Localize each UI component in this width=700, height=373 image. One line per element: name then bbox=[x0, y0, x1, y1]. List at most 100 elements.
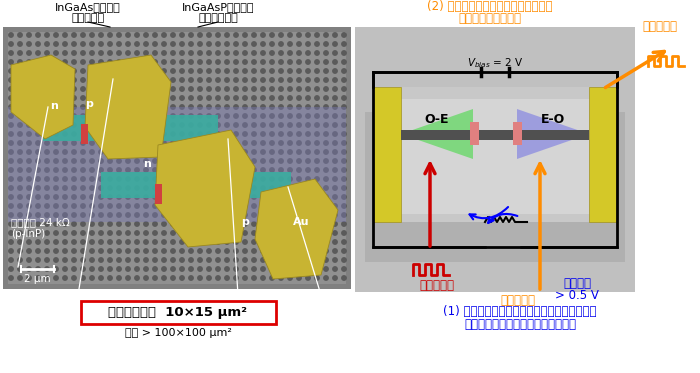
Circle shape bbox=[63, 276, 67, 280]
Bar bbox=[401, 130, 589, 140]
Circle shape bbox=[243, 105, 247, 109]
Circle shape bbox=[189, 42, 193, 46]
Circle shape bbox=[144, 159, 148, 163]
Circle shape bbox=[189, 105, 193, 109]
Circle shape bbox=[180, 213, 184, 217]
Circle shape bbox=[135, 159, 139, 163]
Circle shape bbox=[144, 42, 148, 46]
Circle shape bbox=[180, 132, 184, 136]
Circle shape bbox=[306, 258, 310, 262]
Circle shape bbox=[153, 159, 158, 163]
Circle shape bbox=[126, 195, 130, 199]
Circle shape bbox=[135, 258, 139, 262]
Bar bbox=[589, 87, 617, 222]
Circle shape bbox=[27, 168, 31, 172]
Circle shape bbox=[72, 267, 76, 271]
Circle shape bbox=[153, 249, 158, 253]
Circle shape bbox=[261, 186, 265, 190]
Circle shape bbox=[171, 168, 175, 172]
Circle shape bbox=[243, 240, 247, 244]
Circle shape bbox=[144, 69, 148, 73]
Circle shape bbox=[63, 51, 67, 55]
Circle shape bbox=[45, 96, 49, 100]
Circle shape bbox=[342, 177, 346, 181]
Circle shape bbox=[261, 60, 265, 64]
Circle shape bbox=[108, 222, 112, 226]
Circle shape bbox=[270, 105, 274, 109]
Circle shape bbox=[270, 69, 274, 73]
Circle shape bbox=[324, 60, 328, 64]
Circle shape bbox=[153, 186, 158, 190]
Circle shape bbox=[297, 150, 301, 154]
Circle shape bbox=[270, 231, 274, 235]
Circle shape bbox=[36, 42, 40, 46]
Circle shape bbox=[297, 168, 301, 172]
Circle shape bbox=[306, 204, 310, 208]
Text: InGaAsP埋め込み: InGaAsP埋め込み bbox=[182, 2, 254, 12]
Circle shape bbox=[153, 87, 158, 91]
Circle shape bbox=[243, 132, 247, 136]
Circle shape bbox=[315, 69, 319, 73]
Circle shape bbox=[324, 150, 328, 154]
Circle shape bbox=[80, 123, 85, 127]
Circle shape bbox=[225, 186, 229, 190]
Circle shape bbox=[189, 222, 193, 226]
Circle shape bbox=[27, 240, 31, 244]
Circle shape bbox=[270, 42, 274, 46]
Bar bbox=[101, 172, 291, 198]
Circle shape bbox=[252, 114, 256, 118]
Circle shape bbox=[162, 33, 166, 37]
Circle shape bbox=[261, 87, 265, 91]
Circle shape bbox=[243, 222, 247, 226]
Circle shape bbox=[80, 150, 85, 154]
Circle shape bbox=[332, 60, 337, 64]
Circle shape bbox=[279, 186, 284, 190]
FancyArrowPatch shape bbox=[488, 214, 517, 223]
Circle shape bbox=[171, 60, 175, 64]
Circle shape bbox=[18, 249, 22, 253]
Circle shape bbox=[153, 51, 158, 55]
Bar bbox=[513, 122, 522, 145]
Circle shape bbox=[270, 204, 274, 208]
Circle shape bbox=[36, 267, 40, 271]
Circle shape bbox=[225, 168, 229, 172]
Circle shape bbox=[206, 168, 211, 172]
Circle shape bbox=[288, 150, 292, 154]
Circle shape bbox=[27, 276, 31, 280]
Circle shape bbox=[342, 195, 346, 199]
Circle shape bbox=[54, 204, 58, 208]
Circle shape bbox=[288, 123, 292, 127]
Circle shape bbox=[279, 114, 284, 118]
Circle shape bbox=[117, 213, 121, 217]
Circle shape bbox=[90, 33, 95, 37]
Circle shape bbox=[18, 78, 22, 82]
Circle shape bbox=[180, 42, 184, 46]
Circle shape bbox=[171, 123, 175, 127]
Circle shape bbox=[153, 258, 158, 262]
Circle shape bbox=[180, 258, 184, 262]
Circle shape bbox=[99, 51, 103, 55]
Circle shape bbox=[9, 51, 13, 55]
Circle shape bbox=[144, 105, 148, 109]
Circle shape bbox=[126, 159, 130, 163]
Circle shape bbox=[297, 141, 301, 145]
Circle shape bbox=[63, 123, 67, 127]
Circle shape bbox=[144, 204, 148, 208]
Circle shape bbox=[108, 231, 112, 235]
Circle shape bbox=[225, 231, 229, 235]
Circle shape bbox=[306, 168, 310, 172]
Circle shape bbox=[206, 78, 211, 82]
Circle shape bbox=[45, 267, 49, 271]
Circle shape bbox=[216, 204, 220, 208]
Circle shape bbox=[225, 267, 229, 271]
Circle shape bbox=[225, 276, 229, 280]
Circle shape bbox=[144, 267, 148, 271]
Circle shape bbox=[117, 195, 121, 199]
Circle shape bbox=[45, 186, 49, 190]
Circle shape bbox=[9, 141, 13, 145]
Circle shape bbox=[216, 159, 220, 163]
Circle shape bbox=[162, 231, 166, 235]
Circle shape bbox=[80, 186, 85, 190]
Circle shape bbox=[162, 69, 166, 73]
Circle shape bbox=[171, 69, 175, 73]
